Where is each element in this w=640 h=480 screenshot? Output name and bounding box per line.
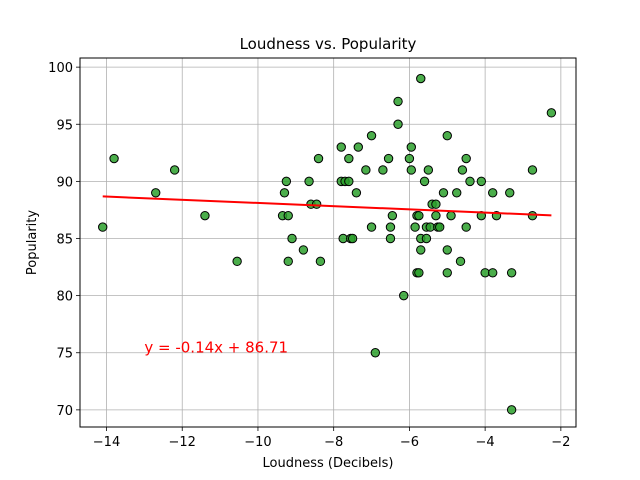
data-point <box>385 233 396 244</box>
x-tick-label: −14 <box>93 435 120 450</box>
data-point <box>393 96 403 107</box>
data-point <box>200 210 210 221</box>
data-point <box>404 153 415 164</box>
data-point <box>366 222 377 232</box>
data-point <box>304 176 314 187</box>
data-point <box>419 176 430 187</box>
data-point <box>109 153 119 164</box>
data-point <box>336 142 346 152</box>
data-point <box>438 188 449 198</box>
y-tick-label: 85 <box>56 233 73 248</box>
data-point <box>416 245 426 255</box>
scatter-points <box>98 73 557 415</box>
data-point <box>279 188 290 198</box>
data-point <box>431 199 441 209</box>
data-point <box>506 405 517 415</box>
y-tick-label: 80 <box>56 290 73 305</box>
x-tick-label: −12 <box>169 435 196 450</box>
data-point <box>281 176 292 187</box>
plot-area-frame <box>79 57 577 428</box>
x-tick-label: −4 <box>476 435 495 450</box>
data-point <box>442 268 452 278</box>
data-point <box>505 188 515 198</box>
data-point <box>283 256 293 267</box>
data-point <box>353 142 363 152</box>
data-point <box>461 222 471 232</box>
data-point <box>366 130 377 141</box>
data-point <box>406 142 416 152</box>
data-point <box>399 290 409 301</box>
data-point <box>457 165 468 175</box>
regression-equation-label: y = -0.14x + 86.71 <box>144 339 288 357</box>
data-point <box>151 188 161 198</box>
data-point <box>546 108 557 118</box>
data-point <box>476 176 487 187</box>
data-point <box>344 153 354 164</box>
data-point <box>298 245 309 255</box>
x-tick-label: −10 <box>244 435 271 450</box>
y-tick-label: 70 <box>56 404 73 419</box>
data-point <box>455 256 466 267</box>
data-point <box>461 153 471 164</box>
regression-line-layer <box>102 195 552 217</box>
data-point <box>347 233 358 244</box>
data-point <box>465 176 475 187</box>
data-point <box>488 268 498 278</box>
data-point <box>414 268 424 278</box>
data-point <box>442 245 452 255</box>
data-point <box>98 222 108 232</box>
y-tick-label: 100 <box>48 61 73 76</box>
data-point <box>423 165 434 175</box>
data-point <box>311 199 322 209</box>
data-point <box>488 188 498 198</box>
data-point <box>344 176 354 187</box>
y-axis-label: Popularity <box>25 210 40 275</box>
chart-title: Loudness vs. Popularity <box>240 35 417 53</box>
data-point <box>393 119 403 129</box>
data-point <box>442 130 452 141</box>
data-point <box>283 210 293 221</box>
data-point <box>527 165 538 175</box>
data-point <box>232 256 242 267</box>
data-point <box>414 210 424 221</box>
data-point <box>313 153 324 164</box>
data-point <box>378 165 388 175</box>
data-point <box>287 233 297 244</box>
data-point <box>416 73 426 84</box>
data-point <box>452 188 462 198</box>
x-axis-label: Loudness (Decibels) <box>263 456 394 471</box>
data-point <box>506 268 517 278</box>
x-tick-label: −6 <box>400 435 419 450</box>
data-point <box>385 222 396 232</box>
y-tick-label: 90 <box>56 175 73 190</box>
data-point <box>446 210 456 221</box>
data-point <box>315 256 326 267</box>
data-point <box>370 348 381 358</box>
x-tick-label: −2 <box>551 435 570 450</box>
data-point <box>387 210 398 221</box>
data-point <box>434 222 445 232</box>
data-point <box>351 188 362 198</box>
x-tick-label: −8 <box>324 435 343 450</box>
grid <box>80 58 576 427</box>
data-point <box>431 210 441 221</box>
y-tick-label: 75 <box>56 347 73 362</box>
data-point <box>169 165 180 175</box>
data-point <box>383 153 394 164</box>
axis-ticks: −14 −12 −10 −8 −6 −4 −2 70 75 80 85 90 95 100 <box>48 61 570 450</box>
data-point <box>406 165 416 175</box>
regression-line <box>102 195 552 217</box>
data-point <box>421 233 432 244</box>
y-tick-label: 95 <box>56 118 73 133</box>
data-point <box>361 165 371 175</box>
data-point <box>410 222 420 232</box>
